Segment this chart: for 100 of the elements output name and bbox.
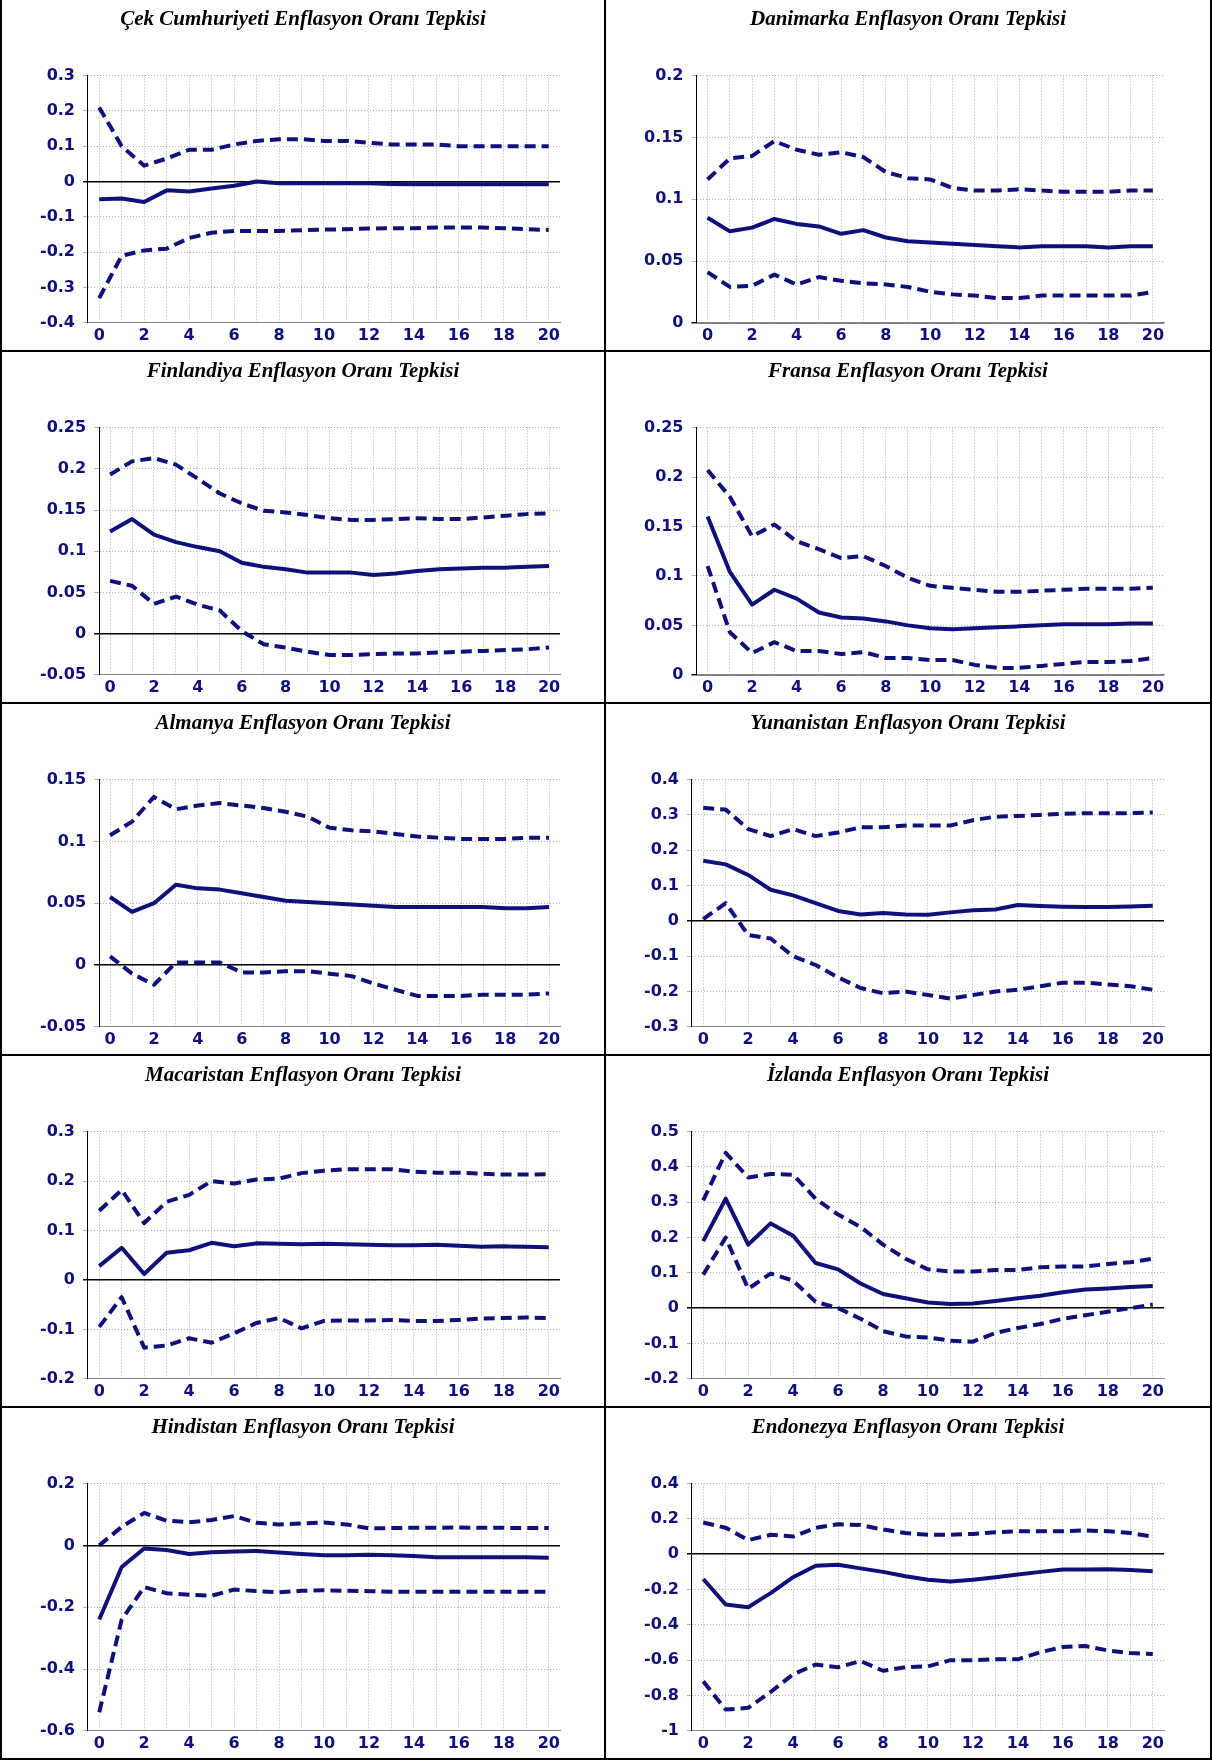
line-series (108, 954, 552, 998)
y-tick-label: 0.2 (650, 1508, 679, 1528)
y-tick-label: 0.2 (46, 1170, 75, 1190)
x-tick-label: 2 (138, 1380, 150, 1400)
y-tick-label: 0.3 (650, 804, 679, 824)
x-tick-label: 18 (1096, 1732, 1119, 1752)
x-tick-label: 6 (835, 324, 847, 344)
chart-title: Çek Cumhuriyeti Enflasyon Oranı Tepkisi (119, 6, 487, 32)
x-tick-label: 4 (791, 676, 803, 696)
x-tick-label: 6 (228, 1380, 240, 1400)
line-series (705, 468, 1155, 594)
y-tick-label: -0.2 (40, 241, 75, 261)
y-tick-label: -0.2 (40, 1596, 75, 1616)
x-tick-label: 14 (402, 1732, 426, 1752)
x-tick-label: 6 (236, 1028, 248, 1048)
x-tick-label: 2 (742, 1380, 754, 1400)
x-tick-label: 14 (1008, 324, 1031, 344)
x-tick-label: 2 (746, 324, 758, 344)
y-tick-label: 0.25 (643, 416, 684, 436)
y-tick-label: 0 (63, 1269, 75, 1289)
x-tick-label: 4 (183, 1732, 195, 1752)
x-tick-label: 10 (916, 1732, 940, 1752)
y-tick-label: 0.3 (650, 1191, 679, 1211)
x-tick-label: 14 (406, 676, 429, 696)
x-tick-label: 12 (357, 1380, 381, 1400)
y-tick-label: 0 (667, 1543, 679, 1563)
y-tick-label: 0.1 (46, 135, 75, 155)
x-tick-label: 20 (1141, 1028, 1164, 1048)
x-tick-label: 18 (494, 676, 517, 696)
y-tick-label: 0.1 (46, 1219, 75, 1239)
y-tick-label: 0 (672, 311, 684, 331)
x-tick-label: 14 (1008, 676, 1031, 696)
x-tick-label: 6 (832, 1380, 844, 1400)
x-tick-label: 18 (494, 1028, 517, 1048)
x-tick-label: 0 (93, 1732, 105, 1752)
line-series (97, 225, 551, 301)
x-tick-label: 20 (1141, 324, 1164, 344)
x-tick-label: 8 (280, 676, 292, 696)
y-tick-label: 0.15 (46, 499, 87, 519)
x-tick-label: 2 (148, 676, 160, 696)
x-tick-label: 2 (138, 324, 150, 344)
y-tick-label: -0.2 (644, 1578, 679, 1598)
y-tick-label: 0.05 (643, 250, 684, 270)
y-tick-label: 0 (63, 170, 75, 190)
x-tick-label: 14 (402, 324, 426, 344)
x-tick-label: 10 (318, 676, 341, 696)
x-tick-label: 6 (228, 1732, 240, 1752)
y-tick-label: 0 (74, 954, 87, 974)
x-tick-label: 18 (1096, 1380, 1119, 1400)
y-tick-label: -0.05 (39, 1015, 87, 1035)
x-tick-label: 12 (963, 324, 986, 344)
y-tick-label: 0.15 (46, 768, 87, 788)
x-tick-label: 20 (1141, 1380, 1164, 1400)
chart-title: Endonezya Enflasyon Oranı Tepkisi (750, 1414, 1066, 1440)
y-tick-label: -0.1 (644, 1332, 679, 1352)
y-tick-label: 0.05 (46, 581, 87, 601)
x-tick-label: 0 (697, 1380, 709, 1400)
x-tick-label: 16 (1051, 1380, 1074, 1400)
y-tick-label: -0.4 (644, 1614, 679, 1634)
x-tick-label: 12 (961, 1380, 985, 1400)
y-tick-label: 0.1 (655, 188, 684, 208)
x-tick-label: 16 (450, 1028, 473, 1048)
y-tick-label: 0.15 (643, 515, 684, 535)
x-tick-label: 8 (877, 1380, 889, 1400)
line-series (108, 578, 552, 658)
x-tick-label: 0 (697, 1732, 709, 1752)
y-tick-label: -0.2 (40, 1367, 75, 1387)
y-tick-label: -0.1 (40, 206, 75, 226)
x-tick-label: 2 (148, 1028, 160, 1048)
x-tick-label: 16 (447, 1732, 470, 1752)
y-tick-label: 0.4 (650, 1156, 679, 1176)
y-tick-label: 0.1 (650, 874, 679, 894)
chart-title: Macaristan Enflasyon Oranı Tepkisi (143, 1062, 462, 1088)
x-tick-label: 14 (406, 1028, 429, 1048)
x-tick-label: 6 (835, 676, 847, 696)
y-tick-label: 0.2 (650, 1226, 679, 1246)
y-tick-label: -0.6 (644, 1649, 679, 1669)
y-tick-label: -0.8 (644, 1684, 679, 1704)
x-tick-label: 2 (138, 1732, 150, 1752)
x-tick-label: 14 (1006, 1732, 1030, 1752)
x-tick-label: 10 (312, 1380, 336, 1400)
line-series (701, 901, 1155, 1001)
y-tick-label: 0.1 (650, 1262, 679, 1282)
x-tick-label: 14 (402, 1380, 426, 1400)
y-tick-label: 0.2 (46, 100, 75, 120)
x-tick-label: 20 (537, 1732, 560, 1752)
x-tick-label: 0 (93, 324, 105, 344)
x-tick-label: 16 (450, 676, 473, 696)
y-tick-label: 0.4 (650, 1472, 679, 1492)
x-tick-label: 12 (362, 676, 385, 696)
y-tick-label: -0.4 (40, 311, 75, 331)
x-tick-label: 2 (742, 1732, 754, 1752)
chart-title: Yunanistan Enflasyon Oranı Tepkisi (749, 710, 1067, 736)
x-tick-label: 10 (312, 1732, 336, 1752)
x-tick-label: 18 (1096, 1028, 1119, 1048)
x-tick-label: 4 (791, 324, 803, 344)
x-tick-label: 4 (183, 324, 195, 344)
x-tick-label: 16 (447, 324, 470, 344)
y-tick-label: -0.3 (644, 1015, 679, 1035)
x-tick-label: 20 (537, 676, 561, 696)
